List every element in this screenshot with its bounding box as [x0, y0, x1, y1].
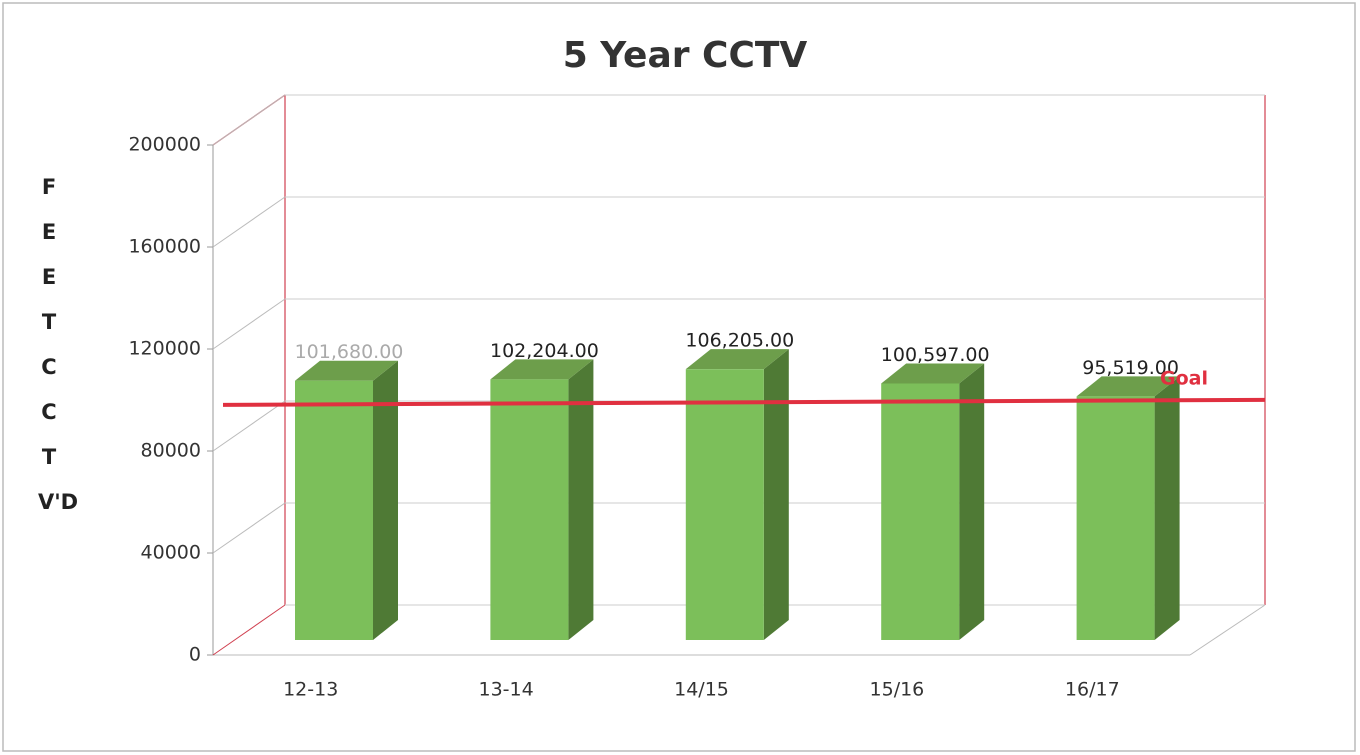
bar-top	[295, 360, 398, 381]
x-tick-label: 14/15	[674, 679, 729, 701]
bar-side	[1154, 376, 1180, 640]
value-label: 106,205.00	[685, 330, 794, 352]
grid-line	[212, 196, 286, 248]
value-label: 102,204.00	[490, 340, 599, 362]
y-tick-label: 80000	[141, 440, 201, 462]
bar-top	[1076, 376, 1180, 397]
bar-side	[763, 349, 789, 640]
x-tick-label: 13-14	[478, 679, 533, 701]
goal-line	[222, 397, 1266, 407]
y-tick-label: 200000	[128, 134, 201, 156]
bar-side	[959, 363, 985, 640]
x-tick-label: 16/17	[1065, 679, 1120, 701]
grid-line	[212, 298, 286, 350]
y-axis-label: FEET CCTV'D	[38, 175, 79, 514]
y-tick-label: 120000	[128, 338, 201, 360]
value-label: 95,519.00	[1082, 357, 1179, 379]
bar-side	[568, 359, 594, 640]
bar-top	[881, 363, 985, 384]
value-label: 101,680.00	[295, 341, 404, 363]
x-tick-label: 15/16	[870, 679, 925, 701]
floor-edge	[1189, 604, 1266, 656]
bar-top	[685, 349, 789, 370]
grid-line	[212, 604, 286, 656]
y-tick-label: 40000	[141, 542, 201, 564]
grid-line	[212, 94, 286, 146]
y-tick-label: 0	[189, 644, 201, 666]
grid-line	[212, 502, 286, 554]
bar	[1076, 396, 1155, 640]
grid-line	[212, 400, 286, 452]
bar	[490, 379, 569, 640]
bar-top	[490, 359, 594, 380]
bar	[881, 383, 960, 640]
chart-title: 5 Year CCTV	[563, 35, 808, 76]
goal-label: Goal	[1160, 367, 1208, 389]
x-tick-label: 12-13	[283, 679, 338, 701]
bar	[295, 380, 373, 640]
y-tick-label: 160000	[128, 236, 201, 258]
value-label: 100,597.00	[881, 344, 990, 366]
bar	[685, 369, 764, 640]
bar-side	[373, 360, 398, 640]
